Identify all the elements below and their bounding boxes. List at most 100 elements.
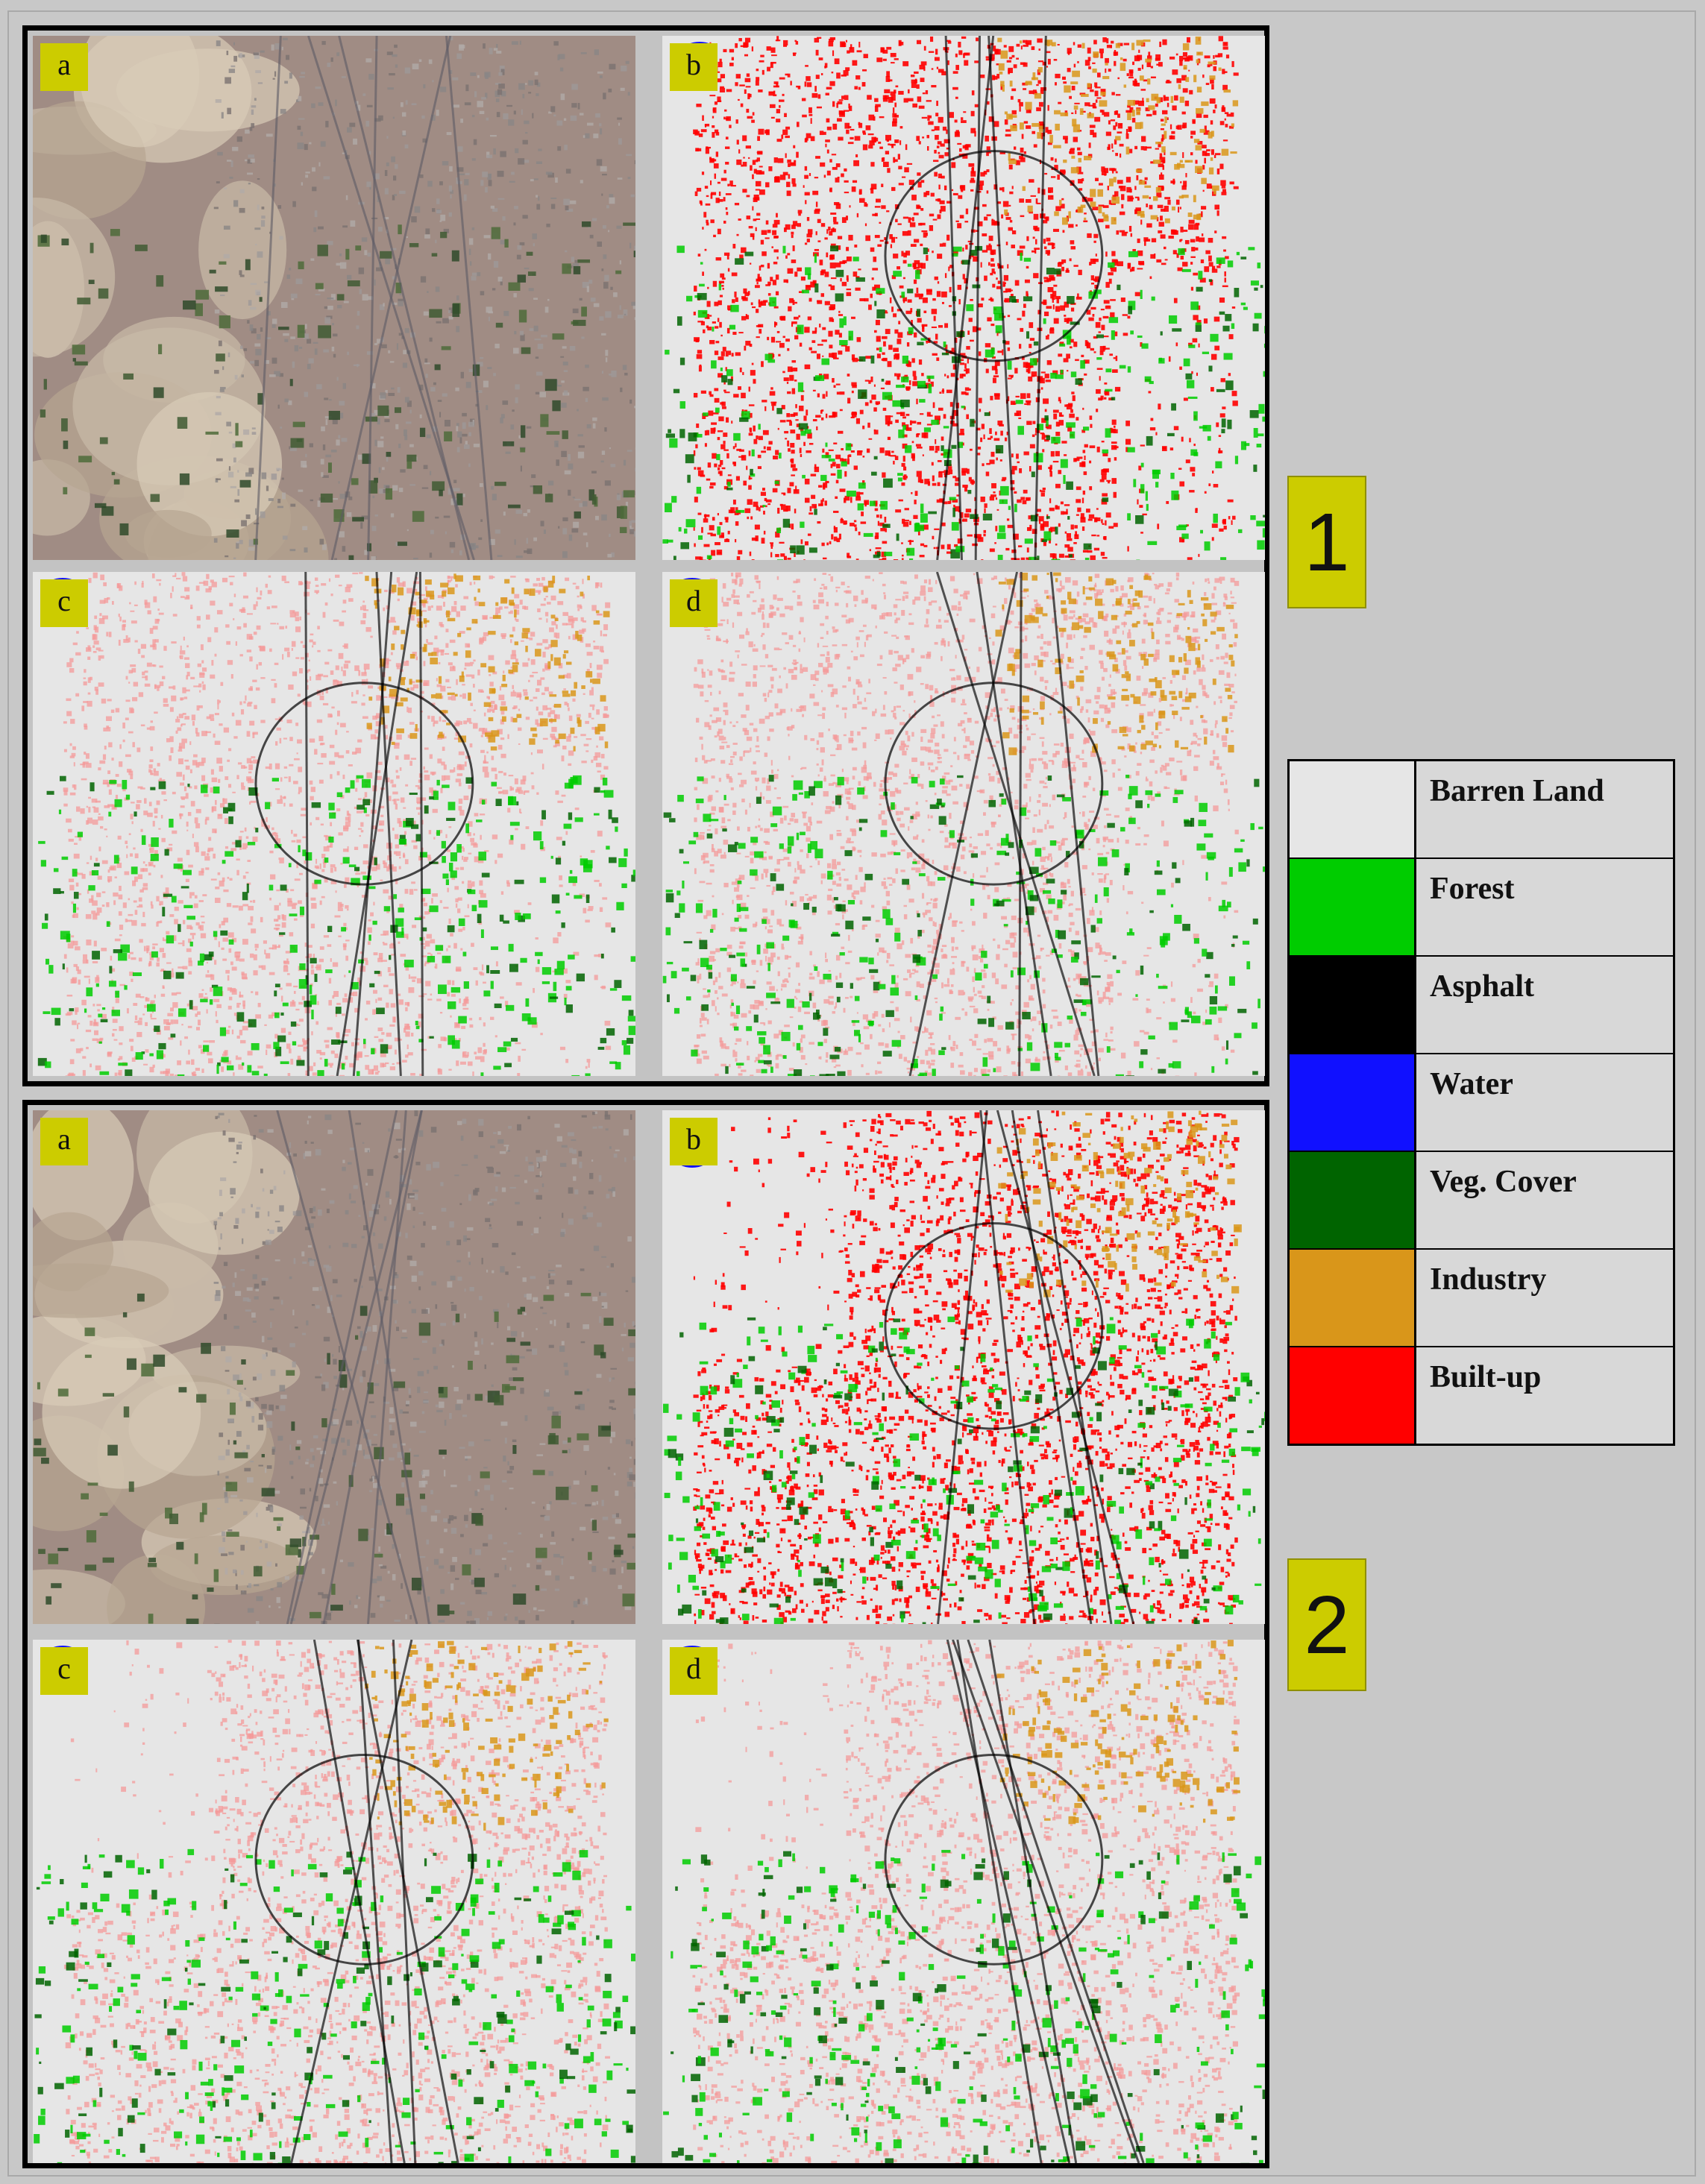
vegetation-texel	[1059, 343, 1066, 347]
vegetation-texel	[814, 375, 825, 381]
vegetation-texel	[920, 503, 924, 514]
built-up-texel	[935, 134, 939, 140]
built-up-texel	[1080, 517, 1086, 523]
built-up-texel	[814, 464, 817, 469]
built-up-texel	[1064, 531, 1067, 534]
built-up-texel	[147, 610, 151, 614]
built-up-texel	[76, 806, 81, 812]
vegetation-texel	[1050, 372, 1057, 379]
built-up-texel	[750, 165, 753, 171]
built-up-texel	[1031, 46, 1035, 51]
built-up-texel	[957, 284, 962, 290]
urban-texel	[395, 424, 399, 429]
vegetation-texel	[721, 375, 728, 383]
urban-texel	[468, 432, 471, 437]
built-up-texel	[231, 712, 235, 717]
built-up-texel	[531, 785, 535, 790]
urban-texel	[388, 392, 395, 397]
built-up-texel	[1032, 434, 1035, 438]
built-up-texel	[1180, 227, 1184, 233]
built-up-texel	[905, 413, 910, 416]
built-up-texel	[139, 1017, 142, 1021]
built-up-texel	[706, 314, 709, 319]
urban-texel	[404, 67, 411, 74]
urban-texel	[365, 121, 370, 127]
built-up-texel	[1111, 150, 1114, 152]
built-up-texel	[970, 180, 976, 183]
vegetation-texel	[1216, 388, 1225, 392]
urban-texel	[357, 454, 364, 460]
field-texel	[508, 282, 521, 291]
built-up-texel	[893, 559, 899, 560]
urban-texel	[620, 87, 625, 91]
urban-texel	[349, 122, 356, 128]
urban-texel	[392, 54, 398, 57]
built-up-texel	[1064, 555, 1070, 558]
built-up-texel	[1090, 89, 1094, 92]
built-up-texel	[1117, 123, 1123, 129]
built-up-texel	[1172, 250, 1177, 255]
vegetation-texel	[671, 496, 677, 503]
built-up-texel	[1005, 341, 1010, 345]
field-texel	[440, 231, 448, 239]
urban-texel	[224, 187, 227, 189]
built-up-texel	[760, 54, 764, 57]
urban-texel	[389, 361, 395, 363]
built-up-texel	[721, 285, 724, 287]
built-up-texel	[962, 518, 967, 522]
built-up-texel	[1105, 68, 1107, 73]
built-up-texel	[996, 74, 1000, 79]
built-up-texel	[882, 541, 888, 544]
built-up-texel	[1173, 426, 1179, 430]
vegetation-texel	[1207, 435, 1211, 441]
built-up-texel	[330, 1065, 333, 1068]
built-up-texel	[1090, 258, 1096, 265]
urban-texel	[324, 416, 332, 419]
built-up-texel	[182, 687, 186, 693]
built-up-texel	[1046, 424, 1052, 429]
built-up-texel	[715, 198, 720, 204]
vegetation-texel	[727, 379, 733, 385]
urban-texel	[586, 424, 591, 429]
built-up-texel	[953, 251, 958, 255]
built-up-texel	[990, 324, 995, 327]
panel-1c-classification-map: c	[33, 572, 635, 1076]
built-up-texel	[879, 221, 882, 224]
built-up-texel	[1092, 314, 1095, 317]
urban-texel	[289, 549, 296, 552]
built-up-texel	[1115, 94, 1121, 96]
urban-texel	[515, 148, 519, 154]
urban-texel	[383, 303, 385, 307]
built-up-texel	[161, 791, 166, 795]
urban-texel	[439, 220, 442, 222]
urban-texel	[392, 175, 397, 181]
built-up-texel	[823, 374, 829, 380]
urban-texel	[243, 429, 250, 435]
vegetation-texel	[662, 539, 668, 544]
built-up-texel	[845, 67, 850, 72]
built-up-texel	[1077, 147, 1081, 151]
built-up-texel	[1196, 113, 1202, 119]
built-up-texel	[1006, 431, 1009, 435]
built-up-texel	[1037, 187, 1040, 194]
built-up-texel	[210, 878, 217, 881]
built-up-texel	[994, 365, 998, 371]
built-up-texel	[959, 374, 964, 379]
built-up-texel	[758, 435, 763, 441]
built-up-texel	[879, 522, 885, 526]
built-up-texel	[1160, 128, 1164, 130]
built-up-texel	[990, 249, 996, 255]
built-up-texel	[1115, 153, 1118, 157]
built-up-texel	[76, 907, 79, 910]
built-up-texel	[706, 478, 711, 481]
vegetation-texel	[1060, 369, 1064, 374]
built-up-texel	[959, 215, 964, 218]
urban-texel	[444, 420, 450, 427]
built-up-texel	[858, 532, 861, 535]
built-up-texel	[1139, 262, 1145, 265]
urban-texel	[569, 345, 576, 351]
built-up-texel	[955, 53, 958, 57]
industry-texel	[1031, 77, 1038, 81]
urban-texel	[508, 119, 515, 126]
urban-texel	[513, 110, 516, 115]
